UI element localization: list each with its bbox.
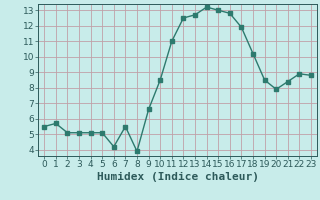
X-axis label: Humidex (Indice chaleur): Humidex (Indice chaleur) — [97, 172, 259, 182]
